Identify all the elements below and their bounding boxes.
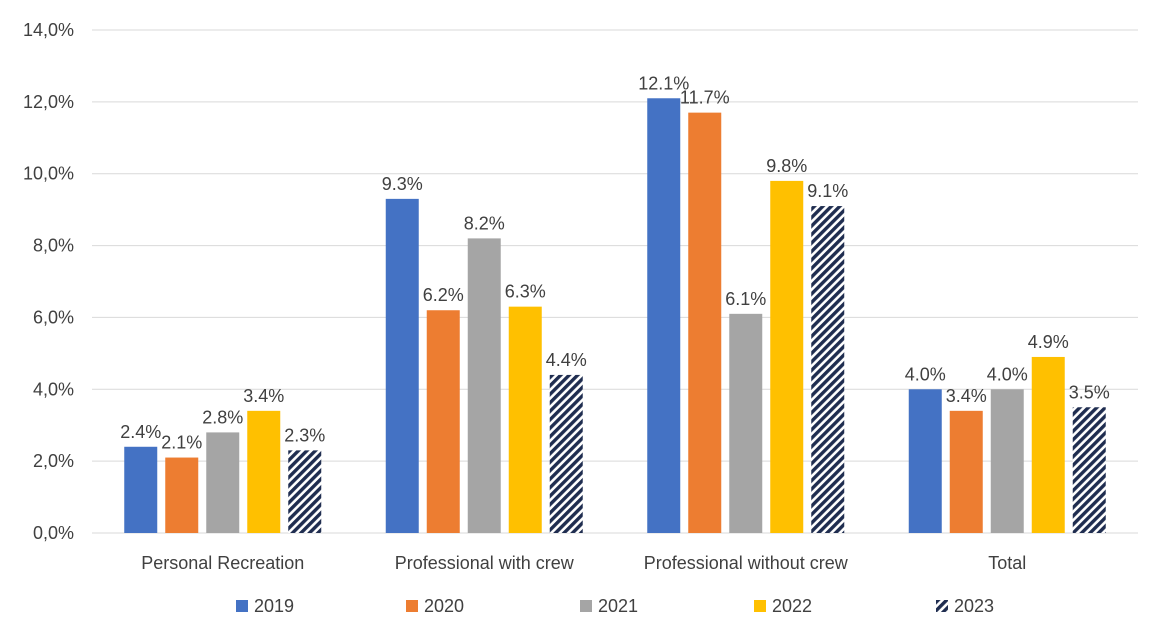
- data-label: 8.2%: [464, 213, 505, 233]
- y-axis: 0,0% 2,0% 4,0% 6,0% 8,0% 10,0% 12,0% 14,0%: [23, 20, 74, 543]
- data-label: 9.8%: [766, 156, 807, 176]
- data-label: 11.7%: [680, 88, 730, 108]
- legend-label: 2022: [772, 596, 812, 616]
- legend-label: 2021: [598, 596, 638, 616]
- data-label: 2.1%: [161, 433, 202, 453]
- y-tick-label: 14,0%: [23, 20, 74, 40]
- data-label: 6.1%: [725, 289, 766, 309]
- legend-label: 2023: [954, 596, 994, 616]
- bar-2022-total: [1031, 356, 1065, 533]
- bar-2022-professional-with-crew: [508, 306, 542, 533]
- bar-2020-total: [949, 410, 983, 533]
- legend-swatch-2020: [406, 600, 418, 612]
- data-label: 6.3%: [505, 282, 546, 302]
- data-labels: 2.4%2.1%2.8%3.4%2.3%9.3%6.2%8.2%6.3%4.4%…: [120, 73, 1110, 452]
- bar-2023-personal-recreation: [288, 450, 322, 533]
- data-label: 2.4%: [120, 422, 161, 442]
- data-label: 12.1%: [638, 73, 689, 93]
- bars: [124, 98, 1106, 534]
- bar-2023-professional-with-crew: [549, 374, 583, 533]
- data-label: 3.5%: [1069, 382, 1110, 402]
- x-category-label: Total: [988, 553, 1026, 573]
- y-tick-label: 0,0%: [33, 523, 74, 543]
- data-label: 9.3%: [382, 174, 423, 194]
- bar-2022-professional-without-crew: [770, 180, 804, 533]
- bar-2020-personal-recreation: [165, 457, 199, 533]
- bar-2021-personal-recreation: [206, 432, 240, 533]
- data-label: 6.2%: [423, 285, 464, 305]
- data-label: 2.8%: [202, 407, 243, 427]
- y-tick-label: 4,0%: [33, 379, 74, 399]
- data-label: 3.4%: [243, 386, 284, 406]
- x-category-label: Professional with crew: [395, 553, 575, 573]
- bar-2021-professional-with-crew: [467, 238, 501, 533]
- data-label: 3.4%: [946, 386, 987, 406]
- legend: 2019 2020 2021 2022 2023: [236, 596, 994, 616]
- bar-2019-professional-with-crew: [385, 198, 419, 533]
- legend-swatch-2021: [580, 600, 592, 612]
- legend-swatch-2023: [936, 600, 948, 612]
- bar-2020-professional-with-crew: [426, 310, 460, 533]
- bar-2021-professional-without-crew: [729, 313, 763, 533]
- data-label: 2.3%: [284, 425, 325, 445]
- y-tick-label: 2,0%: [33, 451, 74, 471]
- bar-2019-personal-recreation: [124, 446, 158, 533]
- data-label: 4.0%: [905, 364, 946, 384]
- y-tick-label: 12,0%: [23, 92, 74, 112]
- bar-2021-total: [990, 389, 1024, 533]
- legend-label: 2020: [424, 596, 464, 616]
- data-label: 4.9%: [1028, 332, 1069, 352]
- bar-2023-total: [1072, 407, 1106, 533]
- y-tick-label: 8,0%: [33, 236, 74, 256]
- data-label: 4.4%: [546, 350, 587, 370]
- x-category-label: Personal Recreation: [141, 553, 304, 573]
- bar-2019-professional-without-crew: [647, 98, 681, 533]
- data-label: 9.1%: [807, 181, 848, 201]
- y-tick-label: 6,0%: [33, 307, 74, 327]
- legend-swatch-2019: [236, 600, 248, 612]
- x-category-label: Professional without crew: [644, 553, 849, 573]
- y-tick-label: 10,0%: [23, 164, 74, 184]
- data-label: 4.0%: [987, 364, 1028, 384]
- legend-label: 2019: [254, 596, 294, 616]
- x-axis: Personal Recreation Professional with cre…: [141, 553, 1026, 573]
- bar-2019-total: [908, 389, 942, 533]
- bar-2022-personal-recreation: [247, 410, 281, 533]
- bar-2023-professional-without-crew: [811, 206, 845, 534]
- legend-swatch-2022: [754, 600, 766, 612]
- bar-2020-professional-without-crew: [688, 112, 722, 533]
